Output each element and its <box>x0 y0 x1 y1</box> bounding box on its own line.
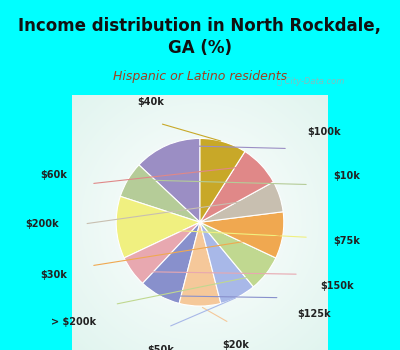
Text: $20k: $20k <box>222 340 249 350</box>
Wedge shape <box>200 139 245 222</box>
Text: Hispanic or Latino residents: Hispanic or Latino residents <box>113 70 287 83</box>
Wedge shape <box>120 165 200 222</box>
Text: > $200k: > $200k <box>51 317 96 327</box>
Text: ⓘ City-Data.com: ⓘ City-Data.com <box>277 77 344 86</box>
Wedge shape <box>200 212 284 258</box>
Wedge shape <box>139 139 200 222</box>
Wedge shape <box>200 152 274 222</box>
Text: $10k: $10k <box>333 171 360 181</box>
Wedge shape <box>143 222 200 303</box>
Wedge shape <box>116 196 200 258</box>
Text: Income distribution in North Rockdale,
GA (%): Income distribution in North Rockdale, G… <box>18 17 382 57</box>
Wedge shape <box>179 222 221 306</box>
Text: $50k: $50k <box>148 345 175 350</box>
Wedge shape <box>124 222 200 284</box>
Wedge shape <box>200 222 276 287</box>
Text: $75k: $75k <box>333 236 360 246</box>
Text: $60k: $60k <box>40 170 67 180</box>
Wedge shape <box>200 182 283 222</box>
Text: $30k: $30k <box>40 271 67 280</box>
Wedge shape <box>200 222 254 303</box>
Text: $125k: $125k <box>297 309 331 319</box>
Text: $200k: $200k <box>25 219 59 229</box>
Text: $40k: $40k <box>138 97 164 107</box>
Text: $100k: $100k <box>307 127 341 137</box>
Text: $150k: $150k <box>320 281 354 290</box>
